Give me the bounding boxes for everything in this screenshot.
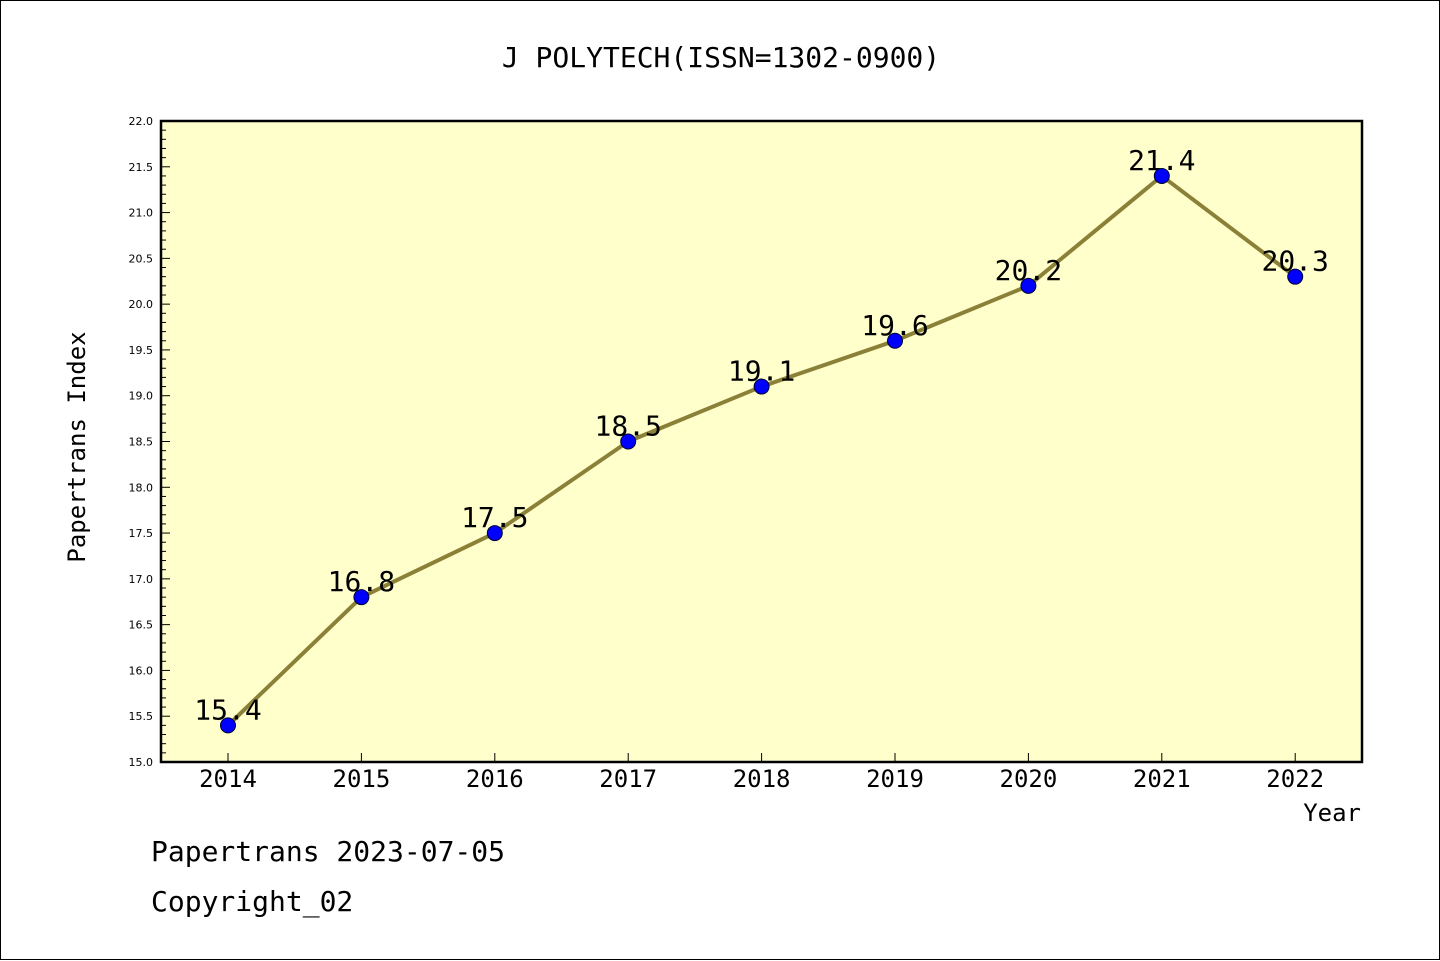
data-point: [1153, 167, 1170, 184]
footer-source: Papertrans 2023-07-05: [151, 835, 506, 868]
y-tick-label: 20.5: [129, 252, 154, 265]
data-point: [1287, 268, 1304, 285]
x-axis-label: Year: [1303, 799, 1361, 827]
x-tick-label: 2016: [466, 765, 524, 793]
y-tick-label: 15.0: [129, 756, 154, 769]
series: 15.416.817.518.519.119.620.221.420.3: [194, 144, 1329, 734]
y-tick-label: 22.0: [129, 115, 154, 128]
y-tick-label: 20.0: [129, 298, 154, 311]
x-tick-label: 2020: [1000, 765, 1058, 793]
y-tick-label: 16.5: [129, 619, 154, 632]
data-point: [887, 332, 903, 349]
x-tick-label: 2018: [733, 765, 791, 793]
y-tick-label: 15.5: [129, 710, 154, 723]
y-tick-label: 21.0: [129, 207, 154, 220]
data-point: [353, 589, 370, 606]
y-tick-label: 16.0: [129, 664, 154, 677]
x-tick-label: 2021: [1133, 765, 1191, 793]
x-tick-label: 2019: [866, 765, 924, 793]
data-point: [220, 717, 236, 734]
x-axis: 2014 2015 2016 2017 2018 2019 2020 2021 2022: [199, 753, 1324, 793]
plot-border: [159, 119, 1364, 764]
data-point: [753, 378, 770, 395]
y-axis-label: Papertrans Index: [63, 331, 91, 562]
y-tick-label: 19.0: [129, 390, 154, 403]
x-tick-label: 2022: [1266, 765, 1324, 793]
y-tick-label: 18.0: [129, 481, 154, 494]
y-tick-label: 21.5: [129, 161, 154, 174]
y-tick-label: 17.0: [129, 573, 154, 586]
chart-title: J POLYTECH(ISSN=1302-0900): [502, 41, 940, 74]
y-tick-label: 17.5: [129, 527, 154, 540]
y-tick-label: 18.5: [129, 436, 154, 449]
plot-area: [161, 121, 1362, 762]
x-tick-label: 2015: [333, 765, 391, 793]
x-tick-label: 2017: [599, 765, 657, 793]
y-axis: 15.0 15.5 16.0 16.5 17.0 17.5 18.0 18.5 19.0 19.5…: [129, 115, 170, 769]
footer-copyright: Copyright_02: [151, 885, 354, 918]
x-tick-label: 2014: [199, 765, 257, 793]
data-point: [1020, 277, 1037, 294]
y-tick-label: 19.5: [129, 344, 154, 357]
data-point: [620, 433, 637, 450]
data-point: [486, 525, 503, 542]
